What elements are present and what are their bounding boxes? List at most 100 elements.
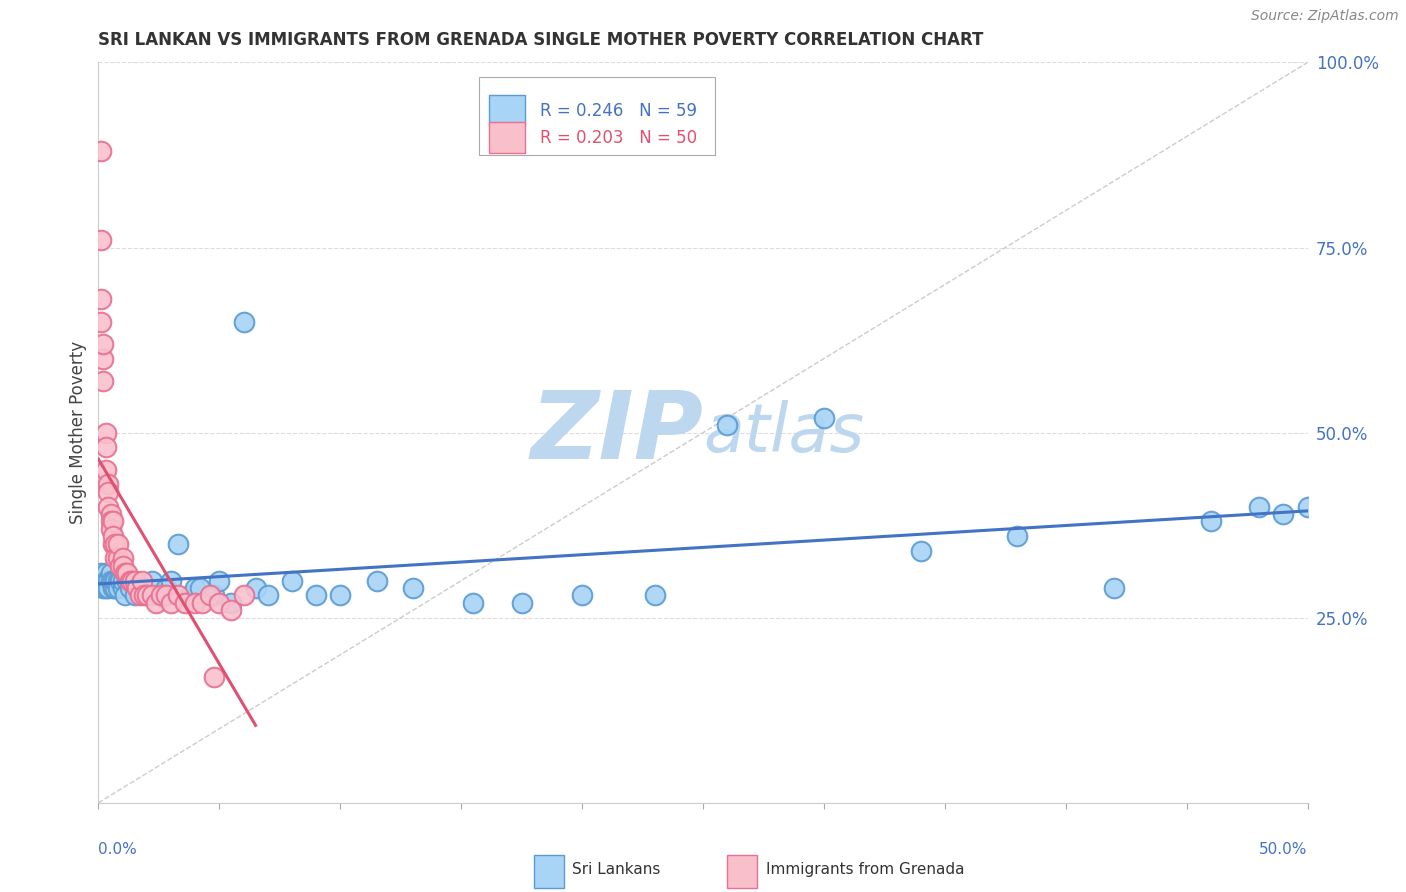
Point — [184, 581, 207, 595]
Text: Immigrants from Grenada: Immigrants from Grenada — [766, 862, 965, 877]
FancyBboxPatch shape — [479, 78, 716, 155]
Point — [463, 596, 485, 610]
Point — [1199, 515, 1222, 529]
Bar — [489, 122, 526, 153]
Point — [111, 574, 134, 588]
Point — [716, 418, 738, 433]
Bar — [489, 95, 526, 127]
Point — [204, 670, 226, 684]
Point — [127, 581, 149, 595]
Point — [94, 566, 117, 581]
Text: 50.0%: 50.0% — [1260, 842, 1308, 856]
Point — [91, 351, 114, 366]
Point — [174, 596, 197, 610]
Point — [402, 581, 425, 595]
Point — [104, 574, 127, 588]
Point — [221, 603, 243, 617]
Point — [510, 596, 533, 610]
Point — [245, 581, 267, 595]
Point — [104, 551, 127, 566]
Point — [232, 589, 254, 603]
Point — [141, 574, 163, 588]
Point — [1272, 507, 1295, 521]
Point — [97, 574, 120, 588]
Point — [155, 581, 177, 595]
Point — [107, 574, 129, 588]
Point — [108, 574, 131, 588]
Point — [198, 589, 221, 603]
Point — [813, 410, 835, 425]
Point — [107, 551, 129, 566]
Point — [91, 336, 114, 351]
Point — [104, 581, 127, 595]
Text: Source: ZipAtlas.com: Source: ZipAtlas.com — [1251, 9, 1399, 23]
Point — [101, 529, 124, 543]
Point — [281, 574, 304, 588]
Point — [118, 581, 141, 595]
Point — [131, 574, 153, 588]
Y-axis label: Single Mother Poverty: Single Mother Poverty — [69, 341, 87, 524]
Point — [184, 596, 207, 610]
Point — [90, 574, 112, 588]
Point — [644, 589, 666, 603]
Point — [90, 233, 112, 247]
Point — [118, 574, 141, 588]
Point — [1249, 500, 1271, 514]
Point — [366, 574, 388, 588]
Text: R = 0.203   N = 50: R = 0.203 N = 50 — [540, 128, 697, 147]
Point — [145, 596, 167, 610]
Point — [571, 589, 593, 603]
Text: 0.0%: 0.0% — [98, 842, 138, 856]
Point — [100, 522, 122, 536]
Point — [128, 581, 150, 595]
Point — [1102, 581, 1125, 595]
Point — [97, 477, 120, 491]
Point — [91, 374, 114, 388]
Point — [97, 484, 120, 499]
Point — [90, 145, 112, 159]
Bar — [534, 855, 564, 888]
Point — [117, 574, 139, 588]
Point — [100, 515, 122, 529]
Point — [117, 566, 139, 581]
Point — [114, 589, 136, 603]
Point — [91, 581, 114, 595]
Point — [128, 589, 150, 603]
Point — [94, 462, 117, 476]
Point — [101, 574, 124, 588]
Point — [160, 574, 183, 588]
Point — [188, 581, 211, 595]
Point — [910, 544, 932, 558]
Bar — [727, 855, 758, 888]
Point — [124, 574, 146, 588]
Point — [94, 581, 117, 595]
Point — [179, 589, 201, 603]
Point — [100, 507, 122, 521]
Point — [155, 589, 177, 603]
Point — [108, 558, 131, 573]
Point — [101, 536, 124, 550]
Point — [91, 574, 114, 588]
Point — [94, 441, 117, 455]
Point — [208, 574, 231, 588]
Point — [124, 574, 146, 588]
Point — [167, 589, 190, 603]
Point — [94, 425, 117, 440]
Point — [101, 581, 124, 595]
Point — [148, 589, 170, 603]
Point — [100, 566, 122, 581]
Text: atlas: atlas — [703, 400, 865, 466]
Point — [114, 566, 136, 581]
Point — [124, 589, 146, 603]
Point — [1296, 500, 1319, 514]
Point — [100, 574, 122, 588]
Point — [305, 589, 328, 603]
Point — [111, 558, 134, 573]
Point — [107, 536, 129, 550]
Point — [204, 589, 226, 603]
Text: ZIP: ZIP — [530, 386, 703, 479]
Point — [221, 596, 243, 610]
Point — [111, 581, 134, 595]
Point — [150, 589, 173, 603]
Point — [134, 589, 156, 603]
